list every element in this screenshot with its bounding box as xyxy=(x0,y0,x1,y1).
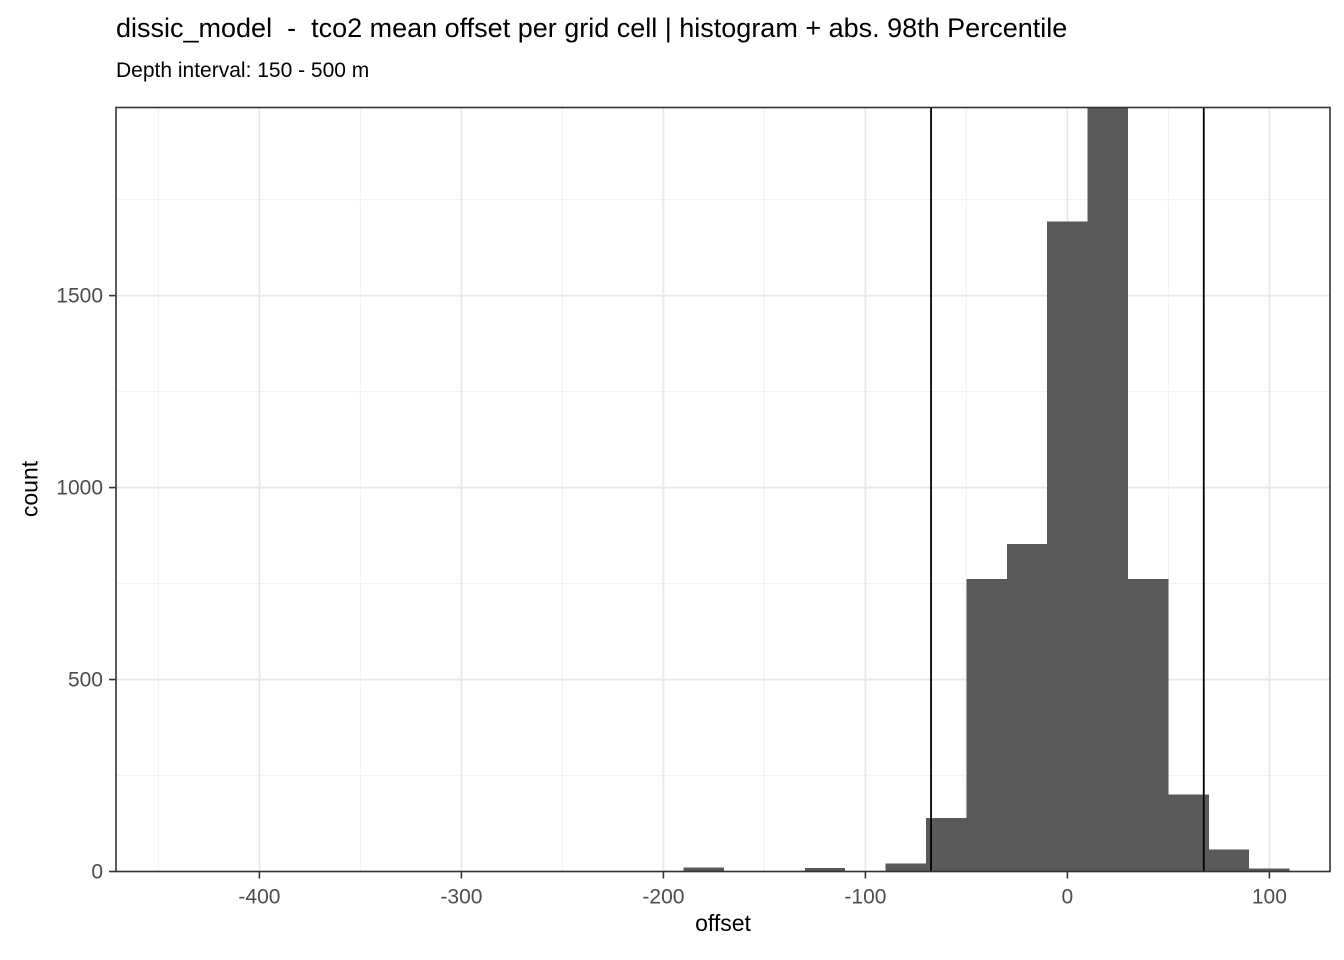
x-axis-ticks: -400 -300 -200 -100 0 100 xyxy=(238,871,1287,909)
y-tick-label: 1500 xyxy=(56,285,103,308)
histogram-bar xyxy=(683,867,725,872)
histogram-bar xyxy=(1208,849,1250,872)
x-axis-title: offset xyxy=(695,910,751,936)
x-tick-label: -400 xyxy=(238,886,280,909)
y-tick-label: 500 xyxy=(68,669,103,692)
histogram-bar xyxy=(1128,578,1169,872)
y-tick-label: 1000 xyxy=(56,477,103,500)
plot-subtitle: Depth interval: 150 - 500 m xyxy=(116,59,370,82)
histogram-bar xyxy=(1249,868,1290,872)
y-axis-title: count xyxy=(16,460,43,518)
histogram-bar xyxy=(804,868,846,872)
plot-title: dissic_model - tco2 mean offset per grid… xyxy=(116,13,1068,43)
histogram-bar xyxy=(966,578,1007,872)
histogram-bar xyxy=(926,817,967,872)
histogram-bar xyxy=(1087,107,1129,872)
histogram-bar xyxy=(1168,794,1209,872)
histogram-bar xyxy=(1006,544,1048,872)
x-tick-label: -200 xyxy=(642,886,684,909)
histogram-bars xyxy=(683,107,1290,872)
x-tick-label: -300 xyxy=(440,886,482,909)
histogram-bar xyxy=(1047,221,1088,872)
y-tick-label: 0 xyxy=(91,861,103,884)
x-tick-label: 0 xyxy=(1062,886,1074,909)
y-axis-ticks: 0 500 1000 1500 xyxy=(56,285,116,884)
panel-border xyxy=(115,106,1331,873)
x-tick-label: -100 xyxy=(844,886,886,909)
histogram-bar xyxy=(885,863,927,872)
x-tick-label: 100 xyxy=(1252,886,1287,909)
